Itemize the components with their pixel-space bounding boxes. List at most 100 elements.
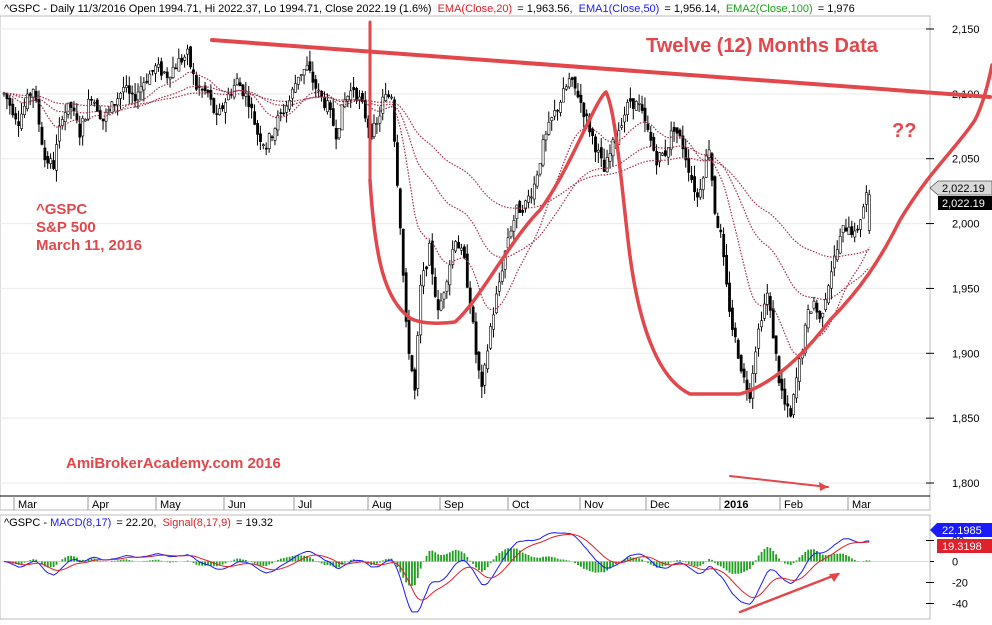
macd-histogram-bar: [536, 558, 538, 562]
macd-histogram-bar: [522, 553, 524, 562]
price-panel: [0, 16, 930, 510]
candle-body: [691, 175, 693, 179]
macd-histogram-bar: [834, 554, 836, 562]
macd-lines: [4, 533, 869, 612]
candle-body: [341, 105, 343, 130]
macd-histogram-bar: [265, 562, 267, 567]
candle-body: [784, 389, 786, 404]
candle-body: [428, 243, 430, 265]
macd-histogram-bar: [600, 562, 602, 573]
candle-body: [379, 116, 381, 123]
candle-body: [140, 86, 142, 92]
candle-body: [105, 112, 107, 121]
candle-body: [574, 77, 576, 88]
candle-body: [825, 299, 827, 309]
macd-histogram-bar: [411, 562, 413, 586]
candle-body: [702, 178, 704, 189]
candle-body: [714, 177, 716, 214]
macd-histogram-bar: [708, 559, 710, 562]
macd-histogram-bar: [662, 562, 664, 567]
macd-histogram-bar: [839, 554, 841, 562]
macd-histogram-bar: [758, 555, 760, 561]
price-y-tick-label: 1,900: [952, 348, 980, 360]
macd-histogram-bar: [694, 562, 696, 567]
twelve-months-title: Twelve (12) Months Data: [646, 35, 879, 57]
macd-panel: [0, 515, 930, 619]
macd-histogram-bar: [472, 562, 474, 564]
candle-body: [169, 77, 171, 79]
candle-body: [807, 310, 809, 328]
macd-histogram-bar: [764, 549, 766, 562]
candle-body: [635, 101, 637, 110]
macd-histogram-bar: [21, 562, 23, 564]
signal-line: [4, 534, 869, 600]
x-tick-label: Feb: [784, 499, 803, 511]
candle-body: [545, 134, 547, 140]
macd-histogram-bar: [61, 559, 63, 561]
macd-histogram-bar: [673, 561, 675, 562]
candle-body: [376, 124, 378, 125]
candle-body: [125, 86, 127, 88]
macd-histogram-bar: [866, 560, 868, 561]
macd-line: [4, 533, 869, 612]
candle-body: [271, 137, 273, 138]
candle-body: [693, 177, 695, 192]
macd-histogram-bar: [670, 562, 672, 563]
candle-body: [723, 234, 725, 257]
candle-body: [356, 88, 358, 100]
candle-body: [463, 247, 465, 258]
macd-histogram-bar: [111, 561, 113, 562]
candle-body: [830, 272, 832, 288]
candle-body: [836, 250, 838, 260]
candle-body: [688, 158, 690, 172]
macd-histogram-bar: [420, 562, 422, 569]
candle-body: [58, 126, 60, 141]
candle-body: [568, 79, 570, 87]
candle-body: [160, 62, 162, 76]
candle-body: [20, 114, 22, 129]
macd-histogram-bar: [688, 562, 690, 564]
candle-body: [647, 124, 649, 129]
macd-histogram-bar: [195, 562, 197, 565]
candle-body: [827, 286, 829, 303]
macd-histogram-bar: [315, 561, 317, 562]
macd-histogram-bar: [230, 561, 232, 562]
macd-histogram-bar: [67, 556, 69, 562]
macd-histogram-bar: [539, 558, 541, 562]
candle-body: [73, 108, 75, 111]
macd-histogram-bar: [574, 562, 576, 564]
candle-body: [47, 156, 49, 163]
candle-body: [425, 267, 427, 269]
macd-annotation: [740, 573, 840, 612]
macd-histogram-bar: [679, 560, 681, 561]
candle-body: [431, 241, 433, 274]
candle-body: [743, 369, 745, 377]
candle-body: [434, 277, 436, 296]
macd-histogram-bar: [379, 562, 381, 563]
candle-body: [533, 184, 535, 199]
x-tick-label: Jul: [298, 499, 312, 511]
price-y-tick-label: 1,800: [952, 478, 980, 490]
candle-body: [117, 99, 119, 105]
macd-histogram-bar: [242, 560, 244, 562]
candle-body: [344, 99, 346, 106]
macd-histogram-bar: [554, 557, 556, 561]
candle-body: [603, 160, 605, 171]
macd-histogram-bar: [493, 559, 495, 561]
macd-histogram-bar: [175, 562, 177, 563]
candle-body: [61, 119, 63, 125]
candle-body: [606, 157, 608, 171]
macd-histogram-bar: [804, 552, 806, 561]
macd-histogram-bar: [114, 561, 116, 562]
candle-body: [790, 408, 792, 416]
candle-body: [87, 99, 89, 119]
macd-histogram-bar: [187, 561, 189, 562]
candle-body: [283, 113, 285, 114]
candle-body: [516, 205, 518, 219]
candle-body: [50, 159, 52, 164]
candle-body: [624, 115, 626, 122]
macd-histogram-bar: [56, 562, 58, 565]
macd-histogram-bar: [813, 549, 815, 561]
macd-histogram-bar: [155, 560, 157, 562]
